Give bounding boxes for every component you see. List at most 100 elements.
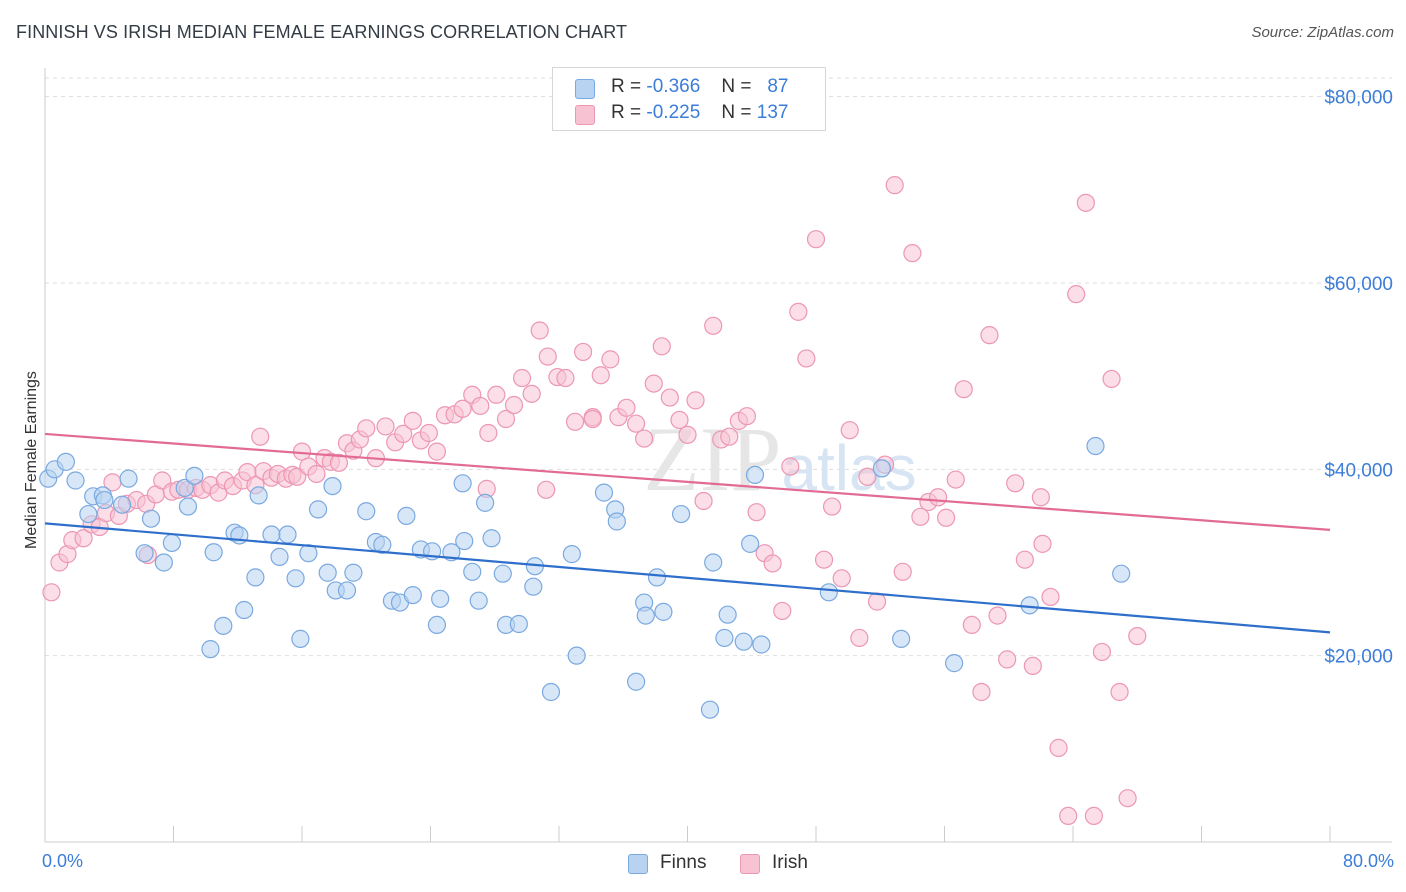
finns-point xyxy=(214,616,233,635)
irish-point xyxy=(660,388,679,407)
irish-point xyxy=(946,470,965,489)
irish-point xyxy=(556,368,575,388)
irish-n-value: 137 xyxy=(756,102,789,123)
irish-point xyxy=(928,488,948,507)
irish-point xyxy=(453,399,472,418)
irish-point xyxy=(591,366,610,385)
irish-point xyxy=(1059,806,1078,826)
finns-r-label: R = xyxy=(611,76,642,97)
irish-point xyxy=(686,391,705,410)
watermark: ZIPatlas xyxy=(643,408,916,510)
irish-point xyxy=(376,417,395,436)
irish-point xyxy=(1128,626,1147,646)
finns-point xyxy=(509,614,528,634)
finns-point xyxy=(397,506,416,526)
finns-swatch xyxy=(575,79,595,99)
irish-point xyxy=(1084,806,1103,826)
finns-point xyxy=(308,500,328,519)
finns-point xyxy=(278,525,297,544)
correlation-legend: R = -0.366 N = 87 R = -0.225 N = 137 xyxy=(552,67,826,131)
irish-point xyxy=(537,480,556,499)
finns-point xyxy=(291,629,310,648)
irish-point xyxy=(471,396,490,416)
irish-points xyxy=(42,176,1147,826)
finns-point xyxy=(357,502,376,521)
finns-point xyxy=(654,602,673,621)
irish-point xyxy=(573,342,593,362)
irish-point xyxy=(972,682,991,702)
irish-point xyxy=(1031,488,1050,507)
finns-point xyxy=(135,544,154,563)
finns-point xyxy=(373,535,392,554)
irish-point xyxy=(1110,682,1129,702)
finns-point xyxy=(66,471,85,490)
irish-point xyxy=(988,606,1007,625)
irish-point xyxy=(357,419,376,438)
irish-point xyxy=(747,503,766,522)
irish-point xyxy=(670,410,689,430)
irish-point xyxy=(1033,534,1052,553)
finns-point xyxy=(493,564,512,583)
irish-legend-label: Irish xyxy=(772,852,808,873)
irish-point xyxy=(394,424,413,444)
finns-point xyxy=(524,577,543,596)
finns-point xyxy=(141,509,161,528)
irish-point xyxy=(962,615,981,635)
y-axis-label: Median Female Earnings xyxy=(23,371,40,549)
finns-point xyxy=(541,682,561,702)
finns-point xyxy=(323,476,342,496)
irish-point xyxy=(1092,642,1112,662)
chart-title: FINNISH VS IRISH MEDIAN FEMALE EARNINGS … xyxy=(16,22,628,42)
irish-point xyxy=(644,374,663,393)
finns-point xyxy=(594,483,614,502)
finns-point xyxy=(872,459,891,478)
irish-point xyxy=(850,628,869,648)
finns-legend-label: Finns xyxy=(660,852,707,873)
finns-trend-line xyxy=(44,522,1331,634)
irish-point xyxy=(694,491,713,511)
irish-point xyxy=(427,442,447,461)
finns-point xyxy=(1112,564,1131,583)
axis-layer xyxy=(44,68,1392,843)
irish-point xyxy=(1102,369,1121,389)
finns-point xyxy=(704,553,723,572)
irish-point xyxy=(893,562,912,581)
finns-n-label: N = xyxy=(721,76,752,97)
finns-point xyxy=(892,629,911,648)
irish-point xyxy=(601,350,620,369)
irish-point xyxy=(307,464,326,484)
irish-point xyxy=(329,453,349,472)
irish-point xyxy=(781,457,800,476)
irish-point xyxy=(1076,193,1095,212)
finns-point xyxy=(286,569,305,588)
finns-point xyxy=(482,529,501,548)
finns-point xyxy=(262,525,281,544)
source-label[interactable]: Source: ZipAtlas.com xyxy=(1251,24,1394,41)
finns-point xyxy=(154,553,173,572)
irish-point xyxy=(496,409,516,429)
finns-legend-swatch xyxy=(628,854,648,874)
finns-point xyxy=(178,497,198,516)
finns-point xyxy=(1086,436,1105,456)
irish-legend-swatch xyxy=(740,854,760,874)
y-tick-label: $20,000 xyxy=(1324,647,1393,668)
irish-n-label: N = xyxy=(721,102,752,123)
finns-point xyxy=(626,672,646,691)
finns-point xyxy=(119,469,138,488)
finns-point xyxy=(431,589,450,608)
finns-point xyxy=(455,531,474,551)
irish-point xyxy=(538,347,557,366)
finns-point xyxy=(427,615,447,635)
y-tick-label: $60,000 xyxy=(1324,274,1393,295)
irish-point xyxy=(885,176,904,195)
finns-point xyxy=(337,581,357,600)
finns-point xyxy=(249,486,268,505)
finns-point xyxy=(112,495,132,514)
irish-point xyxy=(1015,550,1034,569)
finns-point xyxy=(56,452,75,471)
x-tick-label-min: 0.0% xyxy=(42,851,84,871)
finns-point xyxy=(469,591,488,610)
irish-point xyxy=(678,425,697,444)
finns-r-value: -0.366 xyxy=(646,76,701,97)
